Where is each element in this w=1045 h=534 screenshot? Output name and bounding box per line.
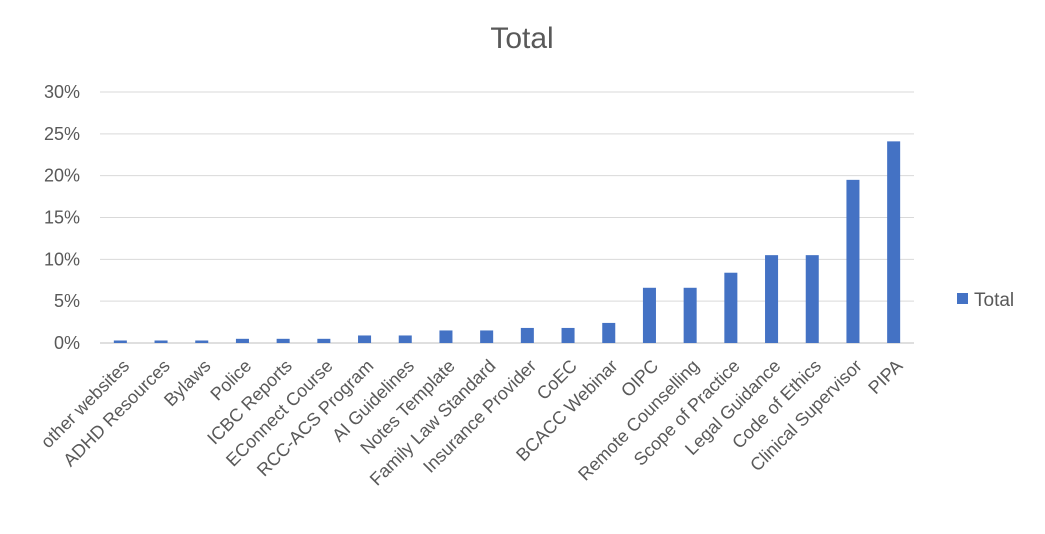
- x-tick-label: Bylaws: [160, 356, 214, 410]
- y-tick-label: 30%: [44, 82, 80, 102]
- y-tick-label: 0%: [54, 333, 80, 353]
- bar: [480, 330, 494, 343]
- bar: [235, 338, 249, 343]
- bar: [602, 322, 616, 343]
- y-tick-label: 20%: [44, 166, 80, 186]
- bar: [846, 179, 860, 343]
- bar: [398, 335, 412, 343]
- bar: [683, 287, 697, 343]
- chart-title: Total: [490, 22, 553, 55]
- bars: [113, 141, 901, 343]
- legend-swatch: [957, 293, 968, 304]
- y-tick-label: 15%: [44, 208, 80, 228]
- legend-label: Total: [974, 290, 1014, 311]
- y-tick-label: 25%: [44, 124, 80, 144]
- bar: [154, 340, 168, 343]
- legend: Total: [957, 290, 1014, 311]
- y-tick-label: 5%: [54, 291, 80, 311]
- bar: [561, 327, 575, 343]
- bar: [805, 255, 819, 343]
- x-tick-label: PIPA: [864, 356, 906, 398]
- bar: [195, 340, 209, 343]
- bar: [113, 340, 127, 343]
- y-tick-label: 10%: [44, 249, 80, 269]
- bar: [439, 330, 453, 343]
- bar: [276, 338, 290, 343]
- bar: [887, 141, 901, 343]
- bar: [724, 272, 738, 343]
- bar: [520, 327, 534, 343]
- bar: [358, 335, 372, 343]
- bar: [642, 287, 656, 343]
- bar: [765, 255, 779, 343]
- bar: [317, 338, 331, 343]
- y-axis-ticks: 0% 5% 10% 15% 20% 25% 30%: [44, 82, 80, 353]
- gridlines: [100, 91, 914, 344]
